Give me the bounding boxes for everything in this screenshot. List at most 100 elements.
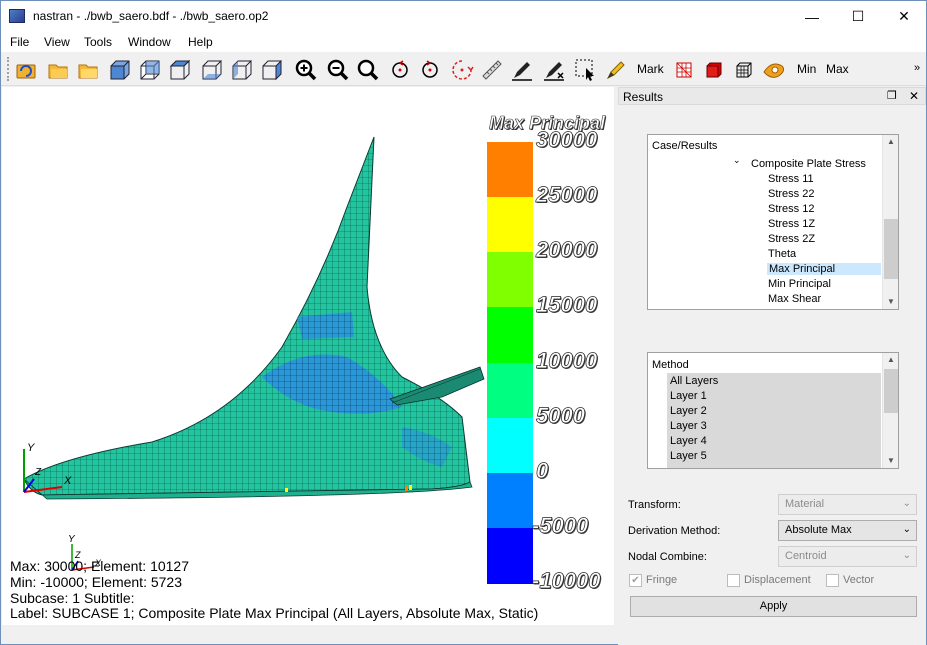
fringe-checkbox[interactable]: ✔: [629, 574, 642, 587]
method-item[interactable]: Layer 3: [670, 420, 707, 432]
view-top-icon[interactable]: [167, 57, 193, 83]
open-results-icon[interactable]: [75, 57, 101, 83]
toolbar-overflow-icon[interactable]: »: [914, 62, 921, 74]
menu-tools[interactable]: Tools: [84, 35, 113, 49]
chevron-down-icon: ⌄: [902, 550, 911, 561]
hot-spot-marker: [405, 486, 408, 491]
chevron-down-icon[interactable]: ⌄: [902, 524, 911, 535]
close-button[interactable]: ✕: [898, 8, 910, 24]
rotation-center-icon[interactable]: [449, 57, 475, 83]
zoom-in-icon[interactable]: [293, 57, 319, 83]
aircraft-model[interactable]: [2, 87, 614, 625]
camera-icon[interactable]: [761, 57, 787, 83]
3d-viewport[interactable]: Y X Z Y Z X Max Principal 30000 25000 2000…: [2, 87, 614, 625]
mark-button[interactable]: Mark: [637, 62, 664, 76]
max-button[interactable]: Max: [826, 62, 849, 76]
tree-item[interactable]: Stress 2Z: [768, 233, 816, 245]
legend-color-band: [487, 252, 533, 308]
title-bar: nastran - ./bwb_saero.bdf - ./bwb_saero.…: [1, 1, 926, 32]
tree-item[interactable]: Stress 11: [768, 173, 814, 185]
scroll-down-arrow-icon[interactable]: ▼: [887, 456, 895, 465]
subcase-info: Subcase: 1 Subtitle:: [10, 590, 135, 606]
method-item[interactable]: All Layers: [670, 375, 719, 387]
scroll-up-arrow-icon[interactable]: ▲: [887, 137, 895, 146]
scroll-down-arrow-icon[interactable]: ▼: [887, 297, 895, 306]
tree-item[interactable]: Stress 1Z: [768, 218, 816, 230]
view-back-icon[interactable]: [137, 57, 163, 83]
derivation-method-label: Derivation Method:: [628, 525, 721, 537]
method-list[interactable]: Method All Layers Layer 1 Layer 2 Layer 3 La…: [647, 352, 899, 469]
nodal-combine-value: Centroid: [785, 550, 827, 562]
zoom-fit-icon[interactable]: [355, 57, 381, 83]
legend-tick-label: 15000: [536, 292, 598, 318]
float-panel-icon[interactable]: ❐: [887, 90, 897, 102]
min-button[interactable]: Min: [797, 62, 817, 76]
tree-item[interactable]: Min Principal: [768, 278, 831, 290]
method-scrollbar[interactable]: ▲ ▼: [882, 353, 898, 468]
small-axis-label-z: Z: [75, 550, 81, 560]
maximize-button[interactable]: ☐: [851, 8, 865, 24]
clear-probe-icon[interactable]: [541, 57, 567, 83]
area-pick-icon[interactable]: [573, 57, 599, 83]
scroll-thumb[interactable]: [884, 369, 898, 413]
solid-surface-icon[interactable]: [701, 57, 727, 83]
view-bottom-icon[interactable]: [199, 57, 225, 83]
toolbar: Mark Min Max »: [1, 52, 926, 86]
legend-tick-label: 20000: [536, 237, 598, 263]
scroll-up-arrow-icon[interactable]: ▲: [887, 355, 895, 364]
results-panel: Results ❐ ✕ Case/Results ⌄ Composite Pla…: [618, 87, 926, 645]
displacement-checkbox[interactable]: [727, 574, 740, 587]
reload-icon[interactable]: [13, 57, 39, 83]
tree-item[interactable]: Max Shear: [768, 293, 822, 305]
tree-item[interactable]: Theta: [768, 248, 797, 260]
probe-pen-icon[interactable]: [509, 57, 535, 83]
close-panel-icon[interactable]: ✕: [909, 89, 920, 103]
wireframe-cube-icon[interactable]: [731, 57, 757, 83]
method-item[interactable]: Layer 4: [670, 435, 707, 447]
method-item[interactable]: Layer 1: [670, 390, 707, 402]
view-right-icon[interactable]: [259, 57, 285, 83]
menu-help[interactable]: Help: [188, 35, 213, 49]
color-legend-bar: [487, 142, 533, 584]
case-results-tree[interactable]: Case/Results ⌄ Composite Plate Stress St…: [647, 134, 899, 310]
menu-file[interactable]: File: [10, 35, 30, 49]
tree-group-composite-plate-stress[interactable]: Composite Plate Stress: [751, 158, 866, 170]
menu-window[interactable]: Window: [128, 35, 171, 49]
method-item[interactable]: Layer 2: [670, 405, 707, 417]
legend-tick-label: 10000: [536, 347, 598, 373]
label-info: Label: SUBCASE 1; Composite Plate Max Pr…: [10, 605, 539, 621]
case-results-scrollbar[interactable]: ▲ ▼: [882, 135, 898, 309]
displacement-label: Displacement: [744, 574, 811, 586]
wireframe-mesh-icon[interactable]: [671, 57, 697, 83]
menu-view[interactable]: View: [44, 35, 70, 49]
results-panel-header: Results ❐ ✕: [618, 87, 926, 105]
tree-item[interactable]: Max Principal: [767, 263, 881, 275]
open-geometry-icon[interactable]: [45, 57, 71, 83]
small-axis-label-y: Y: [68, 534, 75, 545]
small-axes-triad: [71, 544, 95, 571]
transform-combo: Material ⌄: [778, 494, 917, 515]
zoom-out-icon[interactable]: [325, 57, 351, 83]
view-front-icon[interactable]: [107, 57, 133, 83]
method-item[interactable]: Layer 5: [670, 450, 707, 462]
highlight-icon[interactable]: [603, 57, 629, 83]
minimize-button[interactable]: —: [805, 8, 819, 25]
legend-color-band: [487, 417, 533, 474]
coordinate-axes: [23, 449, 63, 493]
apply-button[interactable]: Apply: [630, 596, 917, 617]
vector-checkbox[interactable]: [826, 574, 839, 587]
legend-tick-label: 25000: [536, 182, 598, 208]
chevron-down-icon[interactable]: ⌄: [733, 155, 741, 165]
tree-item[interactable]: Stress 22: [768, 188, 815, 200]
results-panel-title: Results: [623, 90, 664, 104]
view-left-icon[interactable]: [229, 57, 255, 83]
rotate-clockwise-icon[interactable]: [387, 57, 413, 83]
tree-item[interactable]: Stress 12: [768, 203, 815, 215]
scroll-thumb[interactable]: [884, 219, 898, 279]
measure-ruler-icon[interactable]: [479, 57, 505, 83]
chevron-down-icon: ⌄: [902, 498, 911, 509]
transform-value: Material: [785, 498, 825, 510]
derivation-method-combo[interactable]: Absolute Max ⌄: [778, 520, 917, 541]
rotate-counterclockwise-icon[interactable]: [417, 57, 443, 83]
min-info: Min: -10000; Element: 5723: [10, 574, 182, 590]
